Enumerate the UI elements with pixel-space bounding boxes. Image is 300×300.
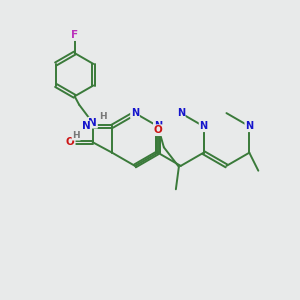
Text: O: O xyxy=(154,125,162,135)
Text: N: N xyxy=(200,121,208,131)
Text: O: O xyxy=(66,137,74,147)
Text: N: N xyxy=(88,118,97,128)
Text: F: F xyxy=(71,30,78,40)
Text: N: N xyxy=(177,108,185,118)
Text: H: H xyxy=(72,131,80,140)
Text: N: N xyxy=(154,121,162,131)
Text: N: N xyxy=(131,108,139,118)
Text: N: N xyxy=(245,121,253,131)
Text: N: N xyxy=(82,121,90,131)
Text: H: H xyxy=(99,112,107,121)
